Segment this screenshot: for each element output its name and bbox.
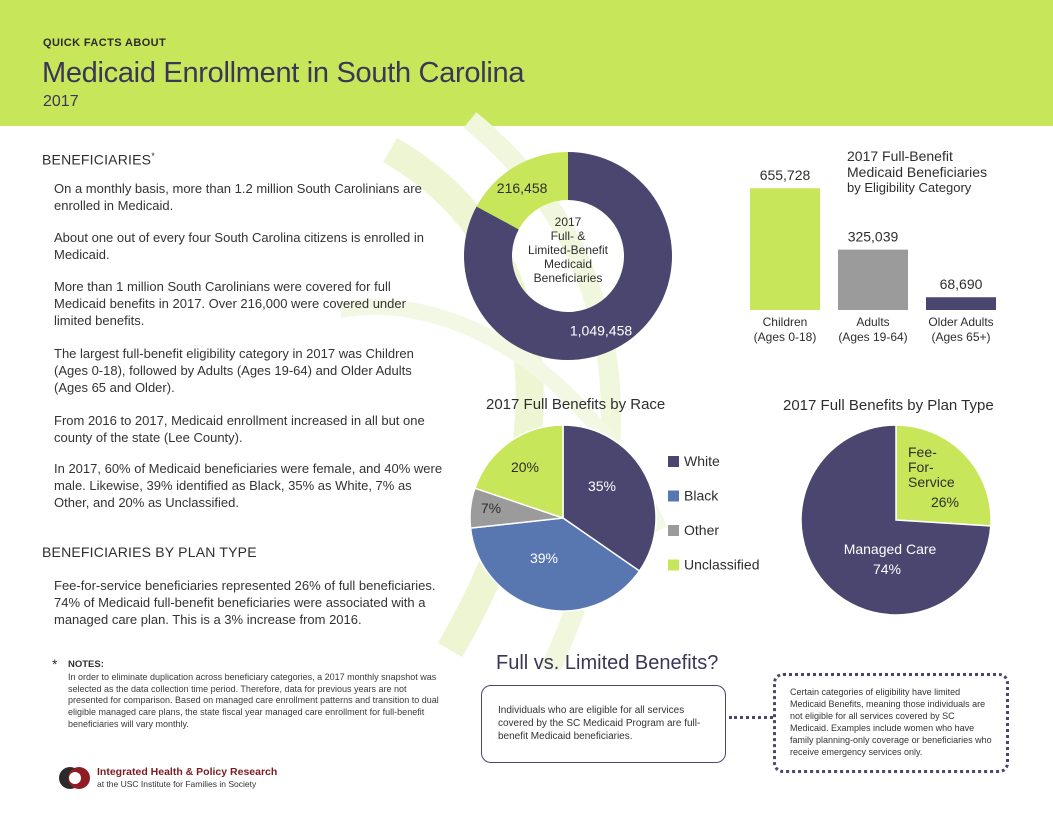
paragraph: About one out of every four South Caroli… [54, 230, 424, 262]
page-title: Medicaid Enrollment in South Carolina [42, 57, 525, 89]
legend-swatch-other [668, 525, 679, 536]
legend-label: White [684, 453, 720, 469]
bar-older-adults [926, 297, 996, 310]
plan-slice-managed-care [800, 424, 992, 616]
plan-type-heading: BENEFICIARIES BY PLAN TYPE [42, 544, 257, 560]
legend-label: Other [684, 522, 719, 538]
logo-line-1: Integrated Health & Policy Research [97, 766, 278, 778]
donut-center-label: Beneficiaries [534, 271, 603, 285]
bar-category-sub: (Ages 0-18) [754, 330, 817, 344]
race-value-label: 20% [511, 459, 539, 475]
bar-value-label: 325,039 [848, 229, 899, 245]
paragraph: From 2016 to 2017, Medicaid enrollment i… [54, 413, 425, 445]
bar-category-sub: (Ages 19-64) [838, 330, 907, 344]
full-vs-limited-title: Full vs. Limited Benefits? [496, 652, 719, 674]
plan-slice-label: Service [908, 474, 955, 490]
race-slice-unclassified [473, 424, 564, 520]
paragraph: In 2017, 60% of Medicaid beneficiaries w… [54, 461, 443, 510]
paragraph: More than 1 million South Carolinians we… [54, 279, 406, 328]
bar-children [750, 188, 820, 310]
legend-label: Black [684, 488, 719, 504]
donut-value-label: 216,458 [497, 180, 548, 196]
race-pie-chart: 35% 39% 7% 20% White Black Other Unclassified [469, 424, 759, 612]
donut-center-label: 2017 [555, 215, 582, 229]
header-kicker: QUICK FACTS ABOUT [43, 37, 167, 49]
race-value-label: 35% [588, 478, 616, 494]
notes-text: In order to eliminate duplication across… [68, 672, 439, 729]
race-slice-white [562, 424, 657, 573]
donut-slice-limited-benefit [476, 152, 568, 230]
limited-benefit-box: Certain categories of eligibility have l… [773, 673, 1009, 773]
race-value-label: 39% [530, 550, 558, 566]
plan-slice-label: Managed Care [844, 541, 937, 557]
bar-chart-title: 2017 Full-Benefit Medicaid Beneficiaries… [847, 148, 988, 195]
limited-benefit-text: Certain categories of eligibility have l… [790, 687, 992, 757]
donut-center-label: Full- & [551, 229, 586, 243]
ihpr-logo-icon [59, 767, 90, 789]
legend-label: Unclassified [684, 557, 759, 573]
dotted-connector [729, 716, 773, 719]
paragraph: The largest full-benefit eligibility cat… [54, 346, 414, 395]
full-benefit-box: Individuals who are eligible for all ser… [481, 685, 726, 763]
bar-category-label: Older Adults [928, 315, 993, 329]
plan-slice-fee-for-service [895, 424, 992, 527]
beneficiaries-heading: BENEFICIARIES* [42, 151, 155, 168]
donut-slice-full-benefit [464, 152, 672, 360]
donut-value-label: 1,049,458 [570, 323, 632, 339]
notes-label: NOTES: [68, 659, 104, 670]
notes-asterisk: * [52, 656, 58, 672]
paragraph: Fee-for-service beneficiaries represente… [54, 578, 436, 627]
bar-category-sub: (Ages 65+) [931, 330, 990, 344]
bar-category-label: Adults [856, 315, 889, 329]
legend-swatch-black [668, 490, 679, 502]
race-value-label: 7% [481, 500, 501, 516]
header-banner: QUICK FACTS ABOUT Medicaid Enrollment in… [0, 0, 1053, 126]
donut-center-label: Medicaid [544, 257, 592, 271]
plan-slice-label: Fee- [908, 444, 937, 460]
bar-value-label: 655,728 [760, 167, 811, 183]
plan-value-label: 74% [873, 561, 901, 577]
full-benefit-text: Individuals who are eligible for all ser… [498, 705, 701, 742]
plan-value-label: 26% [931, 494, 959, 510]
plan-chart-title: 2017 Full Benefits by Plan Type [783, 397, 994, 414]
race-chart-title: 2017 Full Benefits by Race [486, 396, 666, 413]
donut-center-label: Limited-Benefit [528, 243, 609, 257]
paragraph: On a monthly basis, more than 1.2 millio… [54, 181, 422, 213]
bar-value-label: 68,690 [940, 276, 983, 292]
page-year: 2017 [43, 93, 79, 110]
logo-line-2: at the USC Institute for Families in Soc… [97, 779, 257, 789]
legend-swatch-unclassified [668, 559, 679, 571]
legend-swatch-white [668, 456, 679, 467]
bar-category-label: Children [763, 315, 808, 329]
plan-pie-chart: Fee-For-Service 26% Managed Care 74% [800, 424, 992, 616]
bar-adults [838, 249, 908, 310]
plan-slice-label: For- [908, 459, 934, 475]
race-slice-black [469, 517, 641, 612]
